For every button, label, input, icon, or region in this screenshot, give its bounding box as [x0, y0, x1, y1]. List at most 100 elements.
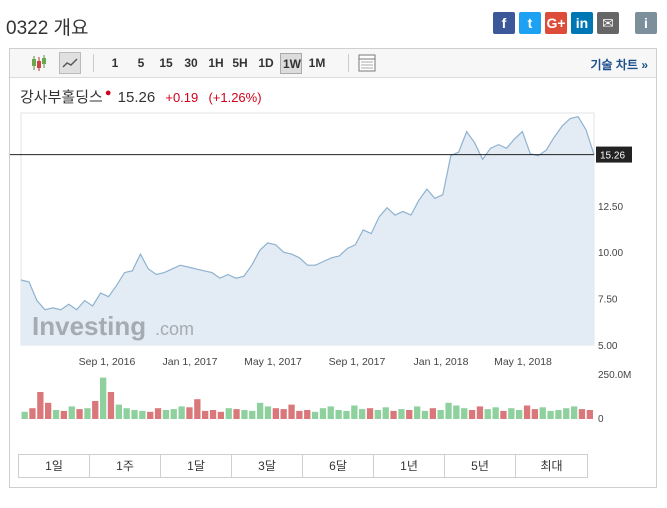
live-indicator-icon: ●	[104, 87, 112, 99]
volume-bar	[52, 410, 60, 419]
volume-bar	[484, 409, 491, 419]
interval-1h[interactable]: 1H	[208, 56, 224, 70]
y-tick-label: 12.50	[598, 202, 623, 213]
interval-1[interactable]: 1	[111, 56, 119, 70]
volume-bar	[154, 408, 162, 419]
volume-bar	[311, 411, 319, 419]
volume-bar	[37, 392, 44, 419]
volume-bar	[406, 410, 413, 419]
x-tick-label: Sep 1, 2016	[79, 356, 136, 368]
volume-bar	[29, 408, 36, 419]
volume-bar	[468, 410, 476, 419]
instrument-header: 강사부홀딩스 ● 15.26 +0.19 (+1.26%)	[20, 86, 268, 107]
y-tick-label: 7.50	[598, 295, 618, 306]
interval-15[interactable]: 15	[159, 56, 173, 70]
email-icon[interactable]: ✉	[597, 12, 619, 34]
toolbar-divider	[348, 54, 349, 72]
volume-bar	[107, 392, 115, 419]
price-change-percent: (+1.26%)	[208, 90, 262, 105]
volume-bar	[170, 409, 177, 419]
volume-bar	[288, 404, 295, 419]
volume-bar	[225, 408, 232, 419]
y-tick-label: 5.00	[598, 341, 618, 352]
volume-bar	[571, 406, 578, 419]
range-button-2[interactable]: 1달	[161, 455, 232, 477]
range-button-6[interactable]: 5년	[445, 455, 516, 477]
volume-bar	[429, 408, 436, 419]
range-button-7[interactable]: 최대	[516, 455, 587, 477]
google-plus-icon[interactable]: G+	[545, 12, 567, 34]
volume-bar	[147, 411, 154, 419]
x-tick-label: May 1, 2018	[494, 356, 552, 368]
range-button-1[interactable]: 1주	[90, 455, 161, 477]
volume-bar	[523, 405, 531, 419]
volume-bar	[437, 410, 444, 419]
volume-bar	[578, 409, 586, 419]
volume-bar	[547, 410, 554, 419]
twitter-icon[interactable]: t	[519, 12, 541, 34]
interval-5[interactable]: 5	[137, 56, 145, 70]
volume-bar	[60, 410, 67, 419]
volume-bar	[359, 409, 366, 419]
toolbar-divider	[93, 54, 94, 72]
volume-bar	[68, 406, 75, 419]
price-area	[21, 116, 594, 345]
volume-bar	[92, 401, 99, 419]
volume-bar	[351, 405, 358, 419]
x-tick-label: Sep 1, 2017	[329, 356, 386, 368]
volume-bar	[500, 410, 507, 419]
volume-bar	[194, 399, 201, 419]
volume-bar	[233, 409, 240, 419]
range-button-3[interactable]: 3달	[232, 455, 303, 477]
volume-bar	[453, 405, 460, 419]
volume-bar	[186, 407, 193, 419]
volume-bar	[178, 406, 185, 419]
data-table-icon[interactable]	[356, 52, 378, 74]
facebook-icon[interactable]: f	[493, 12, 515, 34]
investing-logo-suffix: .com	[155, 319, 194, 339]
volume-bar	[343, 410, 350, 419]
technical-chart-link[interactable]: 기술 차트 »	[590, 58, 648, 72]
volume-bar	[461, 408, 468, 419]
volume-bar	[296, 410, 303, 419]
range-button-4[interactable]: 6달	[303, 455, 374, 477]
interval-1m[interactable]: 1M	[308, 56, 326, 70]
range-button-0[interactable]: 1일	[19, 455, 90, 477]
interval-1d[interactable]: 1D	[258, 56, 274, 70]
volume-bar	[531, 409, 538, 419]
interval-5h[interactable]: 5H	[232, 56, 248, 70]
x-tick-label: Jan 1, 2018	[414, 356, 469, 368]
volume-bar	[445, 402, 452, 419]
range-selector: 1일 1주 1달 3달 6달 1년 5년 최대	[18, 454, 588, 478]
volume-bar	[257, 402, 264, 419]
volume-bar	[21, 411, 28, 419]
linkedin-icon[interactable]: in	[571, 12, 593, 34]
volume-bar	[115, 404, 122, 419]
volume-bar	[272, 408, 279, 419]
volume-bar	[374, 410, 381, 419]
range-button-5[interactable]: 1년	[374, 455, 445, 477]
volume-bar	[202, 410, 209, 419]
instrument-price: 15.26	[117, 89, 156, 106]
volume-bar	[131, 410, 138, 419]
info-icon[interactable]: i	[635, 12, 657, 34]
volume-bar	[516, 410, 523, 419]
chart-widget: 1 5 15 30 1H 5H 1D 1W 1M 기술 차트 » 강사부홀딩스 ● 15.26 +…	[9, 48, 657, 488]
volume-tick-label: 0	[598, 414, 604, 425]
volume-bar	[264, 406, 272, 419]
page-title: 0322 개요	[6, 18, 89, 39]
price-line	[20, 116, 595, 311]
volume-bar	[249, 410, 256, 419]
line-chart-icon[interactable]	[59, 52, 81, 74]
interval-30[interactable]: 30	[184, 56, 198, 70]
volume-bar	[76, 409, 83, 419]
volume-bar	[123, 408, 130, 419]
volume-bar	[45, 402, 52, 419]
interval-1w[interactable]: 1W	[280, 53, 302, 74]
volume-bar	[508, 408, 515, 419]
volume-tick-label: 250.0M	[598, 370, 631, 381]
volume-bar	[327, 406, 334, 419]
volume-bar	[398, 409, 405, 419]
candlestick-chart-icon[interactable]	[28, 52, 50, 74]
volume-bar	[555, 410, 562, 419]
